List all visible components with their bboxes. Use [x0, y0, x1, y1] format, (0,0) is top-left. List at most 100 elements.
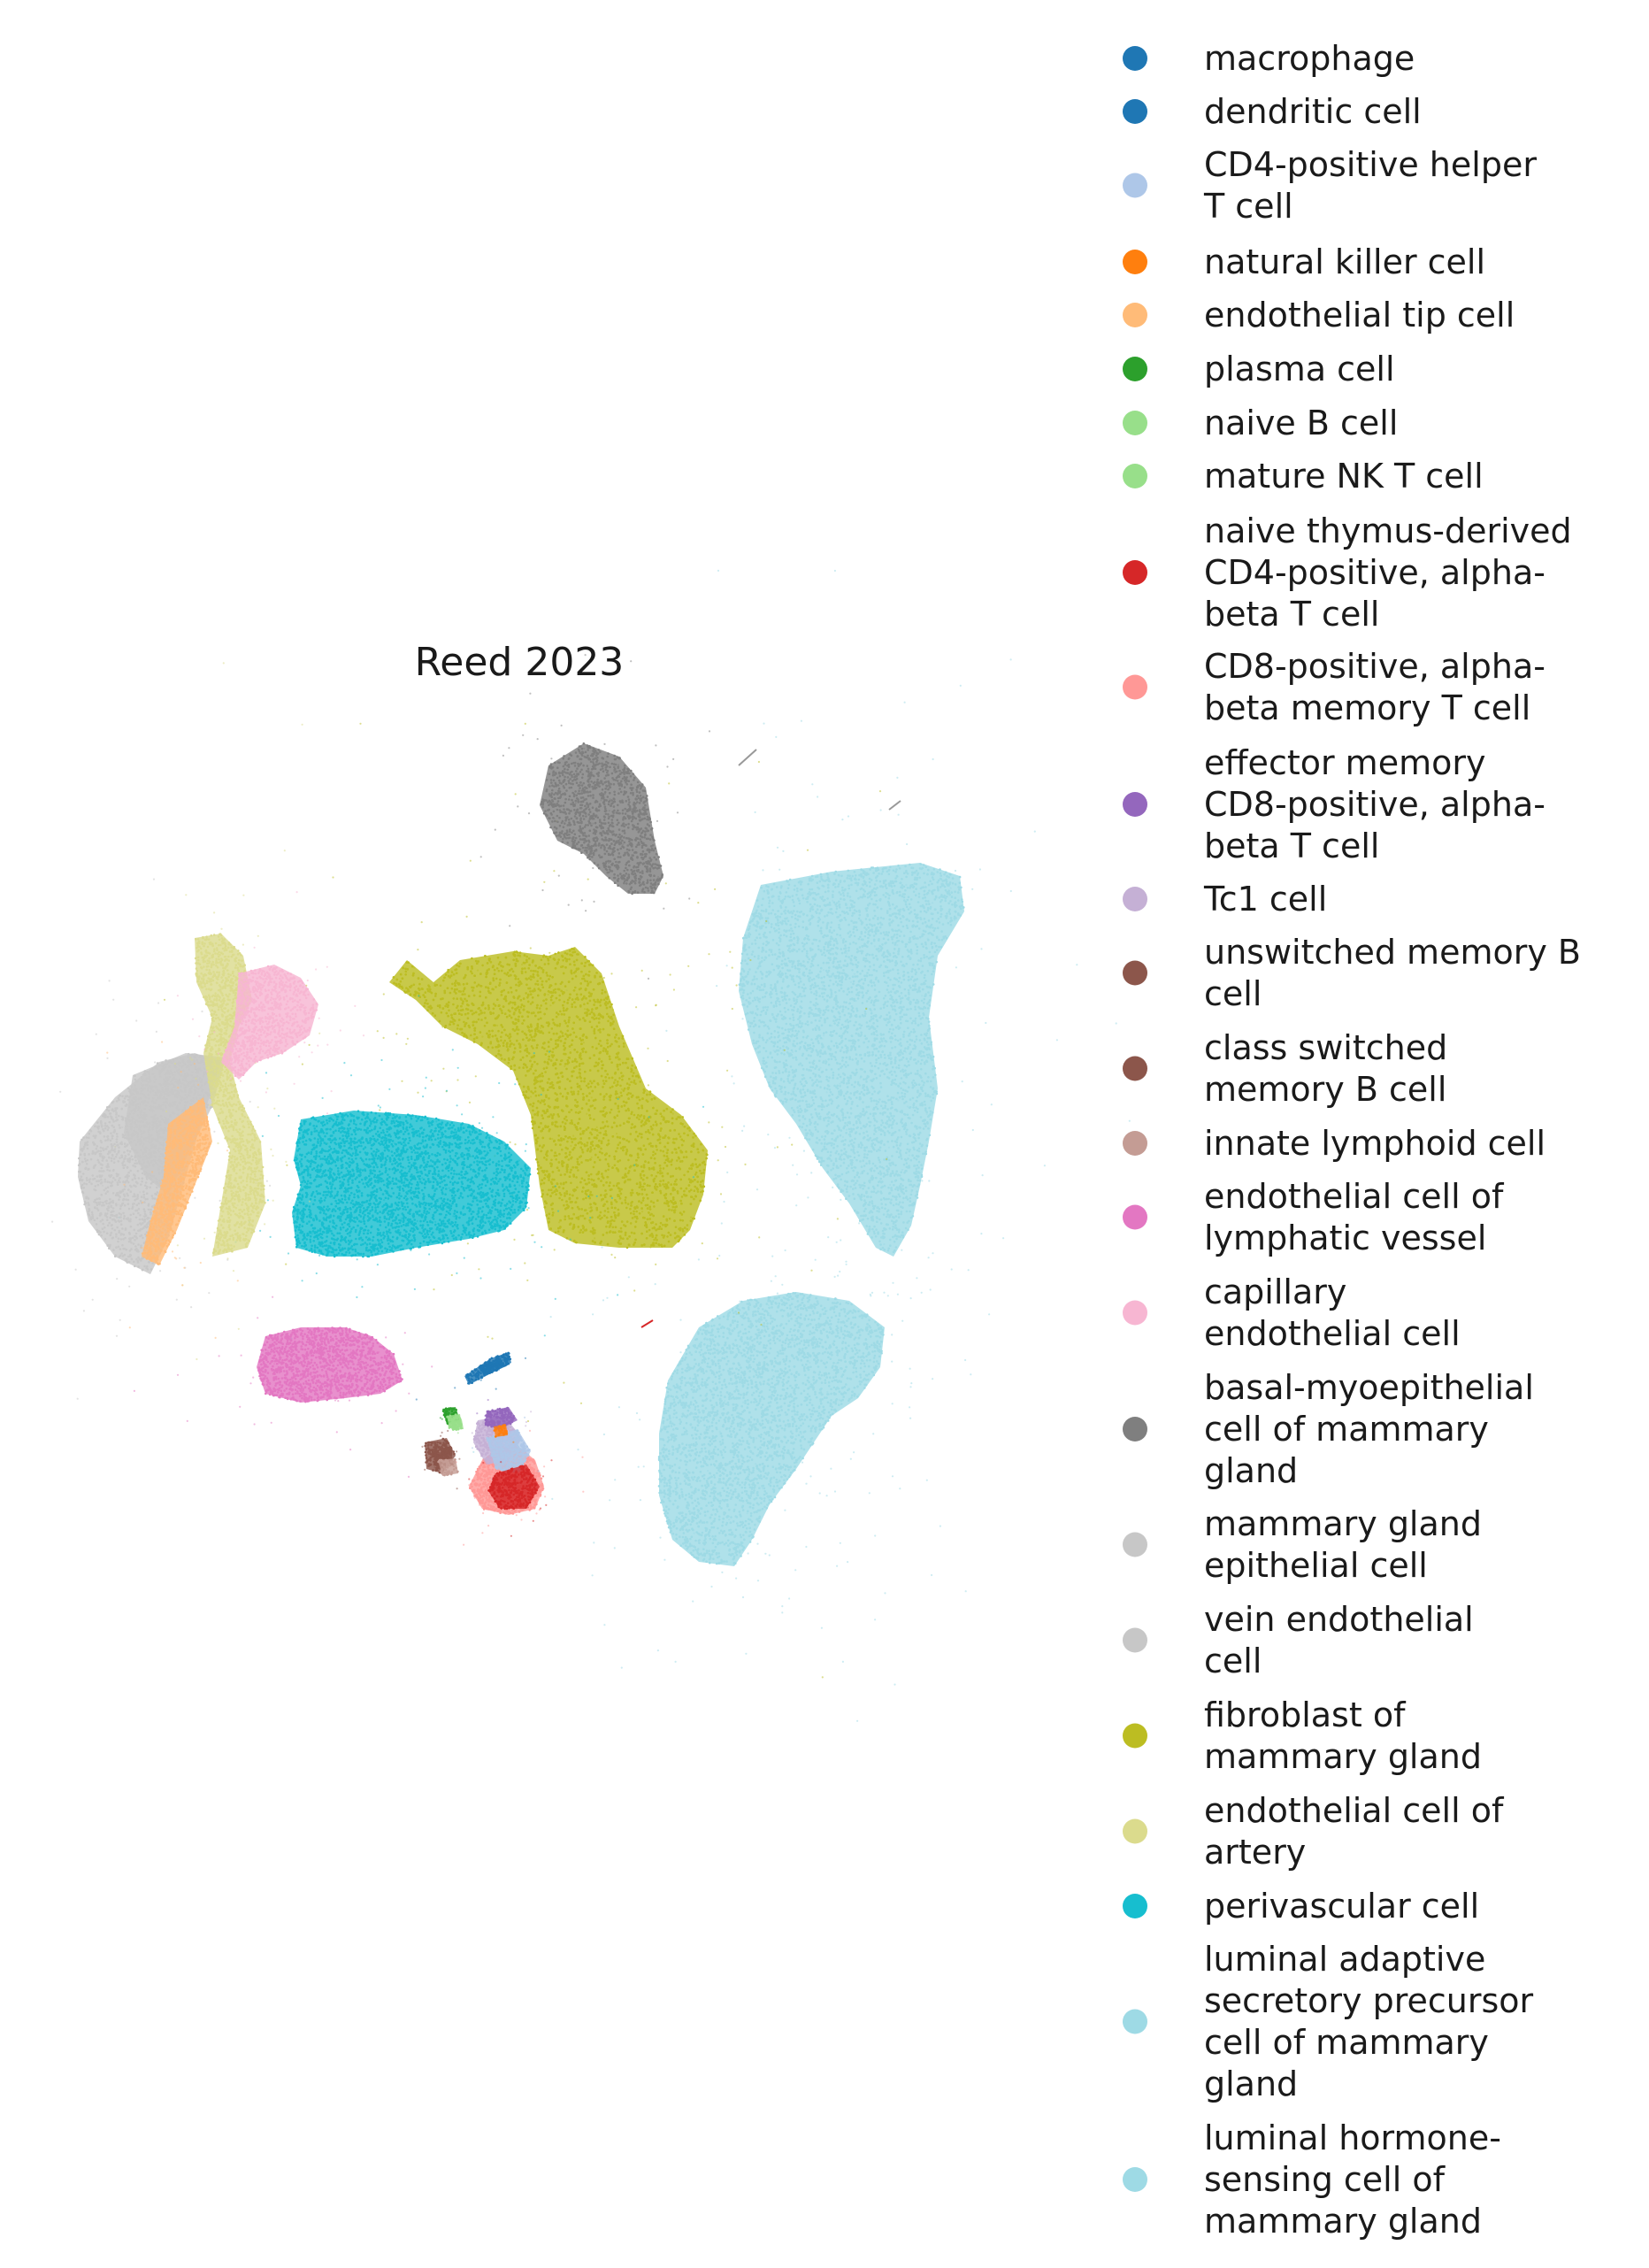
scatter-point	[806, 952, 809, 955]
scatter-point	[822, 996, 824, 998]
scatter-point	[884, 1054, 886, 1057]
scatter-point	[901, 1092, 903, 1095]
scatter-point	[806, 955, 809, 957]
scatter-point	[890, 1083, 893, 1086]
scatter-point	[873, 1233, 876, 1235]
scatter-point	[798, 926, 801, 928]
scatter-point	[887, 1126, 890, 1128]
scatter-point	[833, 1015, 836, 1018]
scatter-point	[884, 1208, 886, 1211]
scatter-point	[809, 1047, 812, 1049]
scatter-point	[952, 882, 955, 885]
scatter-point	[939, 921, 941, 924]
scatter-point	[887, 970, 890, 973]
scatter-point	[873, 1133, 876, 1135]
scatter-point	[917, 1165, 919, 1167]
scatter-point	[930, 1100, 932, 1103]
scatter-point	[961, 898, 963, 901]
scatter-point	[970, 1373, 971, 1375]
scatter-point	[848, 888, 850, 890]
scatter-point	[902, 915, 905, 918]
scatter-point	[937, 889, 940, 892]
scatter-point	[774, 1147, 776, 1149]
scatter-point	[832, 1187, 833, 1188]
scatter-point	[833, 1129, 836, 1132]
scatter-point	[860, 1068, 863, 1071]
scatter-point	[760, 887, 763, 889]
scatter-point	[879, 1063, 882, 1065]
scatter-point	[813, 1045, 816, 1048]
scatter-point	[801, 1116, 804, 1119]
scatter-point	[914, 983, 917, 986]
scatter-point	[861, 933, 863, 935]
scatter-point	[802, 973, 805, 976]
scatter-point	[794, 1099, 797, 1102]
scatter-point	[857, 882, 860, 885]
scatter-point	[864, 1214, 867, 1217]
scatter-point	[878, 1098, 881, 1101]
scatter-point	[887, 991, 890, 994]
scatter-point	[909, 1197, 912, 1200]
scatter-point	[847, 874, 849, 877]
scatter-point	[893, 1146, 895, 1149]
scatter-point	[906, 1057, 909, 1060]
scatter-point	[943, 880, 946, 882]
scatter-point	[785, 1036, 787, 1039]
scatter-point	[926, 986, 929, 988]
scatter-point	[866, 924, 869, 926]
scatter-point	[848, 1058, 851, 1061]
scatter-point	[887, 1187, 890, 1189]
scatter-point	[895, 1196, 898, 1199]
scatter-point	[869, 881, 871, 884]
scatter-point	[955, 966, 957, 968]
scatter-point	[845, 1197, 848, 1200]
scatter-point	[743, 945, 746, 948]
scatter-point	[807, 1044, 809, 1047]
scatter-point	[838, 1021, 840, 1024]
scatter-point	[792, 1013, 794, 1016]
scatter-point	[915, 1195, 917, 1197]
scatter-point	[903, 1013, 906, 1016]
scatter-point	[809, 1120, 811, 1123]
scatter-point	[845, 973, 848, 976]
scatter-point	[826, 873, 829, 875]
scatter-point	[903, 896, 906, 899]
scatter-point	[788, 884, 791, 887]
scatter-point	[854, 1138, 856, 1141]
scatter-point	[769, 994, 771, 996]
scatter-point	[915, 1072, 917, 1075]
scatter-point	[882, 1050, 885, 1053]
scatter-point	[890, 1213, 893, 1216]
scatter-point	[845, 1038, 848, 1041]
scatter-point	[786, 1037, 789, 1040]
scatter-point	[747, 973, 749, 976]
scatter-point	[874, 883, 877, 886]
scatter-point	[894, 907, 896, 910]
scatter-point	[928, 889, 931, 892]
scatter-point	[847, 1086, 849, 1088]
scatter-point	[927, 909, 930, 911]
scatter-point	[830, 935, 832, 938]
scatter-point	[826, 949, 829, 952]
scatter-point	[838, 924, 840, 926]
scatter-point	[857, 995, 860, 997]
scatter-point	[910, 1297, 912, 1299]
scatter-point	[917, 964, 919, 966]
scatter-point	[852, 1170, 855, 1172]
scatter-point	[806, 1125, 809, 1127]
scatter-point	[817, 887, 819, 889]
scatter-point	[775, 988, 778, 990]
scatter-point	[796, 975, 799, 978]
scatter-point	[912, 1080, 915, 1082]
scatter-point	[871, 1100, 873, 1103]
scatter-point	[787, 1052, 790, 1055]
scatter-point	[899, 894, 901, 896]
scatter-point	[782, 1045, 785, 1048]
scatter-point	[809, 922, 812, 925]
scatter-point	[796, 1088, 799, 1090]
scatter-point	[879, 922, 882, 925]
scatter-point	[900, 1149, 902, 1152]
scatter-point	[862, 1159, 864, 1162]
scatter-point	[877, 1026, 879, 1028]
scatter-point	[860, 1197, 863, 1200]
